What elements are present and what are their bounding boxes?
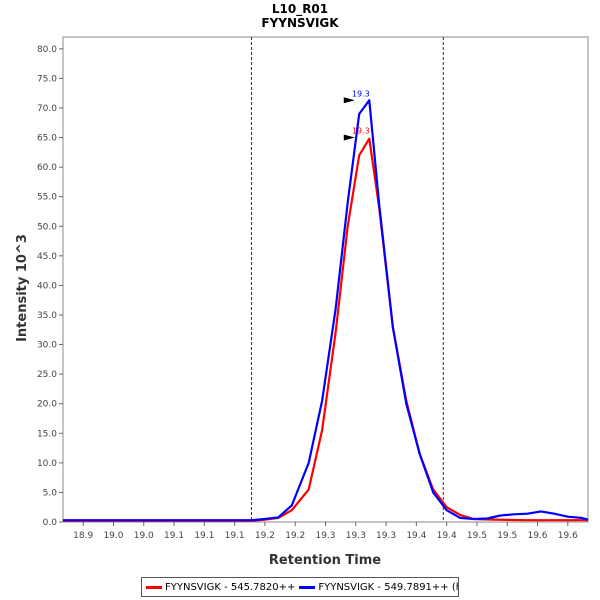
legend-label-light: FYYNSVIGK - 545.7820++ bbox=[165, 581, 296, 593]
x-tick-label-7: 19.2 bbox=[285, 531, 305, 541]
peak-label-1: 19.3 bbox=[352, 89, 370, 98]
legend: FYYNSVIGK - 545.7820++ FYYNSVIGK - 549.7… bbox=[141, 577, 459, 597]
x-tick-label-0: 18.9 bbox=[73, 531, 93, 541]
series-line-0 bbox=[63, 137, 588, 522]
y-tick-label-0: 0.0 bbox=[43, 518, 58, 528]
x-tick-label-9: 19.3 bbox=[346, 531, 366, 541]
peak-marker-0 bbox=[343, 134, 355, 141]
x-tick-label-15: 19.6 bbox=[527, 531, 547, 541]
chart-title: L10_R01 bbox=[272, 2, 328, 17]
x-tick-label-10: 19.3 bbox=[376, 531, 396, 541]
y-tick-label-11: 55.0 bbox=[37, 193, 57, 203]
peak-marker-1 bbox=[343, 97, 355, 104]
x-tick-label-6: 19.2 bbox=[255, 531, 275, 541]
y-tick-label-4: 20.0 bbox=[37, 400, 57, 410]
x-tick-label-1: 19.0 bbox=[103, 531, 123, 541]
y-tick-label-10: 50.0 bbox=[37, 222, 57, 232]
x-tick-label-13: 19.5 bbox=[467, 531, 487, 541]
x-tick-label-14: 19.5 bbox=[497, 531, 517, 541]
y-tick-label-6: 30.0 bbox=[37, 341, 57, 351]
x-tick-label-3: 19.1 bbox=[164, 531, 184, 541]
y-tick-label-15: 75.0 bbox=[37, 74, 57, 84]
y-axis-label: Intensity 10^3 bbox=[15, 234, 30, 342]
plot-area: 0.0 5.0 10.0 15.0 20.0 25.0 30.0 35.0 40.0 45.0 50… bbox=[37, 36, 589, 541]
legend-label-heavy: FYYNSVIGK - 549.7891++ (heavy) bbox=[318, 581, 458, 593]
y-tick-label-5: 25.0 bbox=[37, 370, 57, 380]
y-tick-label-16: 80.0 bbox=[37, 45, 57, 55]
y-tick-label-9: 45.0 bbox=[37, 252, 57, 262]
series-line-1 bbox=[63, 99, 589, 522]
x-tick-label-5: 19.1 bbox=[225, 531, 245, 541]
legend-swatch-light bbox=[146, 585, 162, 589]
legend-swatch-heavy bbox=[299, 585, 316, 589]
plot-frame bbox=[62, 36, 589, 523]
y-tick-label-13: 65.0 bbox=[37, 134, 57, 144]
y-tick-label-1: 5.0 bbox=[43, 488, 58, 498]
x-tick-label-2: 19.0 bbox=[134, 531, 154, 541]
x-axis-label: Retention Time bbox=[269, 553, 381, 568]
chart-subtitle: FYYNSVIGK bbox=[261, 16, 339, 30]
y-tick-label-14: 70.0 bbox=[37, 104, 57, 114]
y-tick-label-12: 60.0 bbox=[37, 163, 57, 173]
x-tick-label-4: 19.1 bbox=[194, 531, 214, 541]
peak-label-0: 19.3 bbox=[352, 127, 370, 136]
x-tick-label-11: 19.4 bbox=[406, 531, 426, 541]
y-tick-label-3: 15.0 bbox=[37, 429, 57, 439]
legend-item-heavy: FYYNSVIGK - 549.7891++ (heavy) bbox=[299, 581, 458, 593]
legend-item-light: FYYNSVIGK - 545.7820++ bbox=[146, 582, 295, 593]
y-tick-label-7: 35.0 bbox=[37, 311, 57, 321]
x-tick-label-12: 19.4 bbox=[437, 531, 457, 541]
x-tick-label-16: 19.6 bbox=[558, 531, 578, 541]
y-tick-label-8: 40.0 bbox=[37, 281, 57, 291]
x-tick-label-8: 19.3 bbox=[315, 531, 335, 541]
y-tick-label-2: 10.0 bbox=[37, 459, 57, 469]
